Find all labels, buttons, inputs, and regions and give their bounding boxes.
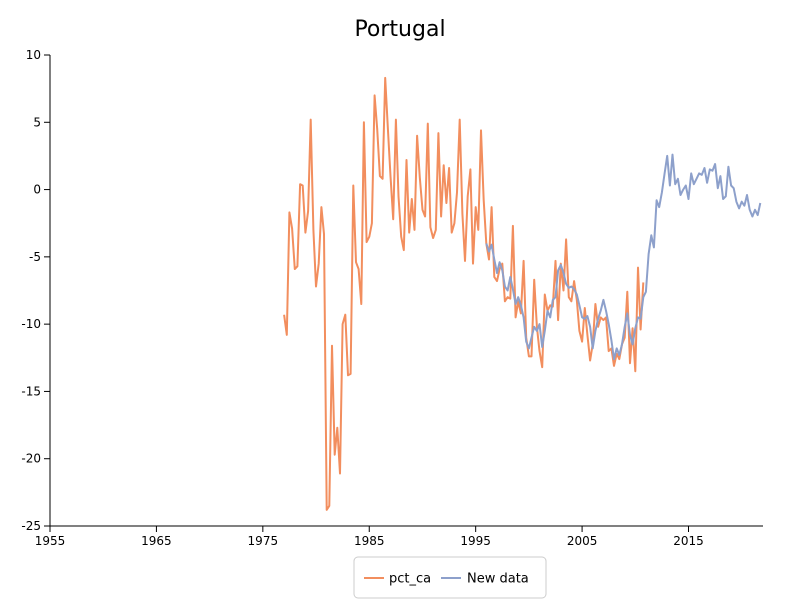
x-tick-label: 1965 xyxy=(141,534,172,548)
x-tick-label: 1985 xyxy=(354,534,385,548)
y-tick-label: -15 xyxy=(21,384,41,398)
y-tick-label: 5 xyxy=(33,115,41,129)
legend: pct_ca New data xyxy=(353,556,547,599)
x-tick-label: 2015 xyxy=(673,534,704,548)
y-tick-label: -10 xyxy=(21,317,41,331)
series-line-pct-ca xyxy=(283,76,645,511)
x-tick-label: 1955 xyxy=(35,534,66,548)
chart-title: Portugal xyxy=(354,17,445,42)
plot-area xyxy=(283,76,762,511)
y-tick-label: -25 xyxy=(21,519,41,533)
y-tick-label: 0 xyxy=(33,183,41,197)
x-tick-label: 2005 xyxy=(567,534,598,548)
y-tick-label: 10 xyxy=(26,48,41,62)
series-line-new-data xyxy=(485,153,762,361)
y-tick-label: -20 xyxy=(21,452,41,466)
y-axis: 10 5 0 -5 -10 -15 -20 -25 xyxy=(21,48,50,533)
x-tick-label: 1995 xyxy=(460,534,491,548)
legend-label-pct-ca: pct_ca xyxy=(389,572,431,587)
y-tick-label: -5 xyxy=(29,250,41,264)
x-tick-label: 1975 xyxy=(248,534,279,548)
x-axis: 1955 1965 1975 1985 1995 2005 2015 xyxy=(35,526,704,548)
legend-label-new-data: New data xyxy=(467,572,529,587)
